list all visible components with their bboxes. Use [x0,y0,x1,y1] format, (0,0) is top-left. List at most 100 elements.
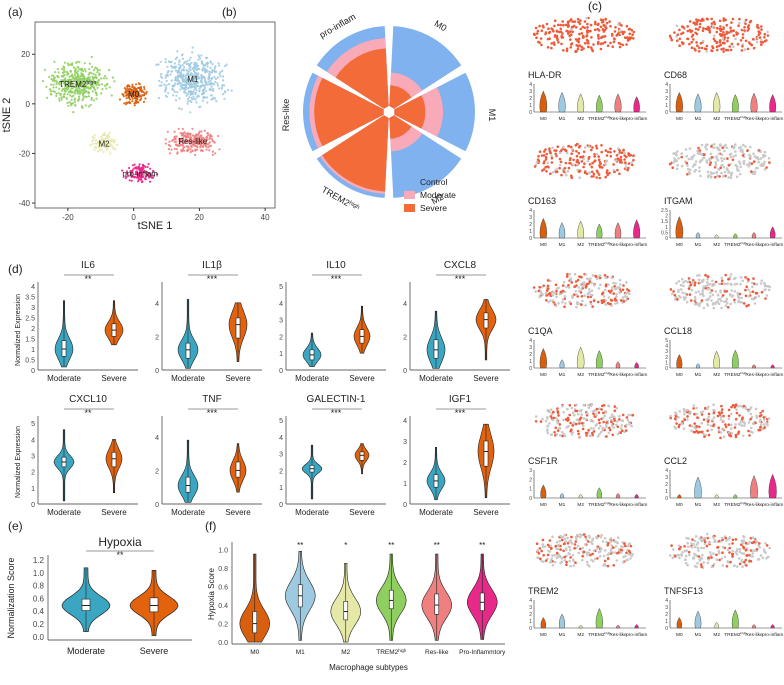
box [359,451,365,461]
feature-point [606,564,610,568]
feature-point [741,541,745,545]
feature-point [615,420,619,423]
feature-point [554,544,557,548]
feature-point [744,288,747,292]
group-label: Severe [225,374,251,383]
feature-point [721,428,725,431]
cell-point [135,167,138,170]
cell-point [207,80,210,83]
cell-point [141,176,144,179]
feature-point [613,285,616,288]
cell-point [203,143,206,146]
feature-point [728,45,732,48]
cell-point [192,69,195,72]
cell-point [189,56,192,59]
feature-point [626,544,630,548]
group-label: M1 [559,502,566,508]
feature-point [573,547,576,550]
violin [596,223,603,239]
feature-point [574,561,577,564]
feature-point [586,293,590,296]
cell-point [92,69,96,72]
feature-point [600,144,603,147]
feature-point [569,38,572,41]
feature-point [744,39,748,43]
feature-point [718,539,721,543]
feature-point [595,407,599,411]
cell-point [57,71,60,74]
feature-point [744,22,747,26]
feature-point [718,558,721,562]
feature-point [746,47,750,51]
feature-point [752,537,756,540]
group-label: Moderate [419,374,453,383]
feature-point [722,165,726,169]
cell-point [227,88,230,92]
feature-point [587,288,591,291]
feature-point [583,294,586,298]
x-tick-label: 20 [195,213,204,222]
feature-point [754,421,757,425]
feature-point [562,170,566,173]
feature-point [729,48,733,52]
cell-point [71,73,74,76]
violin [576,346,585,369]
violin [694,610,702,629]
y-tick-label: 1 [665,619,668,625]
y-tick-label: 5 [279,284,283,291]
feature-point [571,147,574,151]
feature-point [700,421,704,425]
feature-point [547,27,550,31]
feature-point [626,558,629,562]
legend-swatch [404,204,415,212]
cell-point [67,72,70,75]
cell-point [200,74,203,77]
cell-point [186,72,189,75]
feature-point [680,554,683,557]
cell-point [200,76,203,80]
feature-point [746,29,749,32]
cell-point [133,175,136,178]
violin [578,624,583,629]
feature-point [574,280,578,283]
cell-point [46,96,49,99]
feature-point [598,554,602,558]
feature-point [735,282,739,286]
feature-point [698,169,701,173]
feature-point [720,279,724,283]
feature-point [742,552,746,555]
feature-point [762,153,765,157]
feature-point [692,542,696,546]
cell-point [209,60,212,63]
feature-point [595,144,598,148]
feature-point [590,404,593,408]
feature-point [730,405,733,409]
feature-point [686,541,689,545]
feature-point [580,303,583,307]
feature-point [569,556,572,559]
feature-point [574,290,578,293]
feature-point [684,554,688,558]
gene-label: C1QA [528,326,553,336]
cell-point [218,64,221,67]
cell-point [208,70,211,73]
feature-point [714,161,717,164]
feature-point [581,25,585,29]
feature-point [550,154,553,158]
cell-point [131,83,134,86]
feature-point [694,535,698,538]
feature-point [722,175,725,178]
box [388,589,394,610]
feature-point [682,407,686,411]
feature-point [550,408,553,411]
feature-point [578,422,581,425]
feature-point [599,424,602,428]
group-label: Severe [349,374,375,383]
feature-point [615,293,618,296]
radial-chart: M0M1M2TREM2highRes-likepro-inflamControl… [281,11,497,213]
feature-point [720,159,724,163]
feature-point [559,23,562,27]
feature-point [715,553,718,557]
feature-point [625,43,628,46]
